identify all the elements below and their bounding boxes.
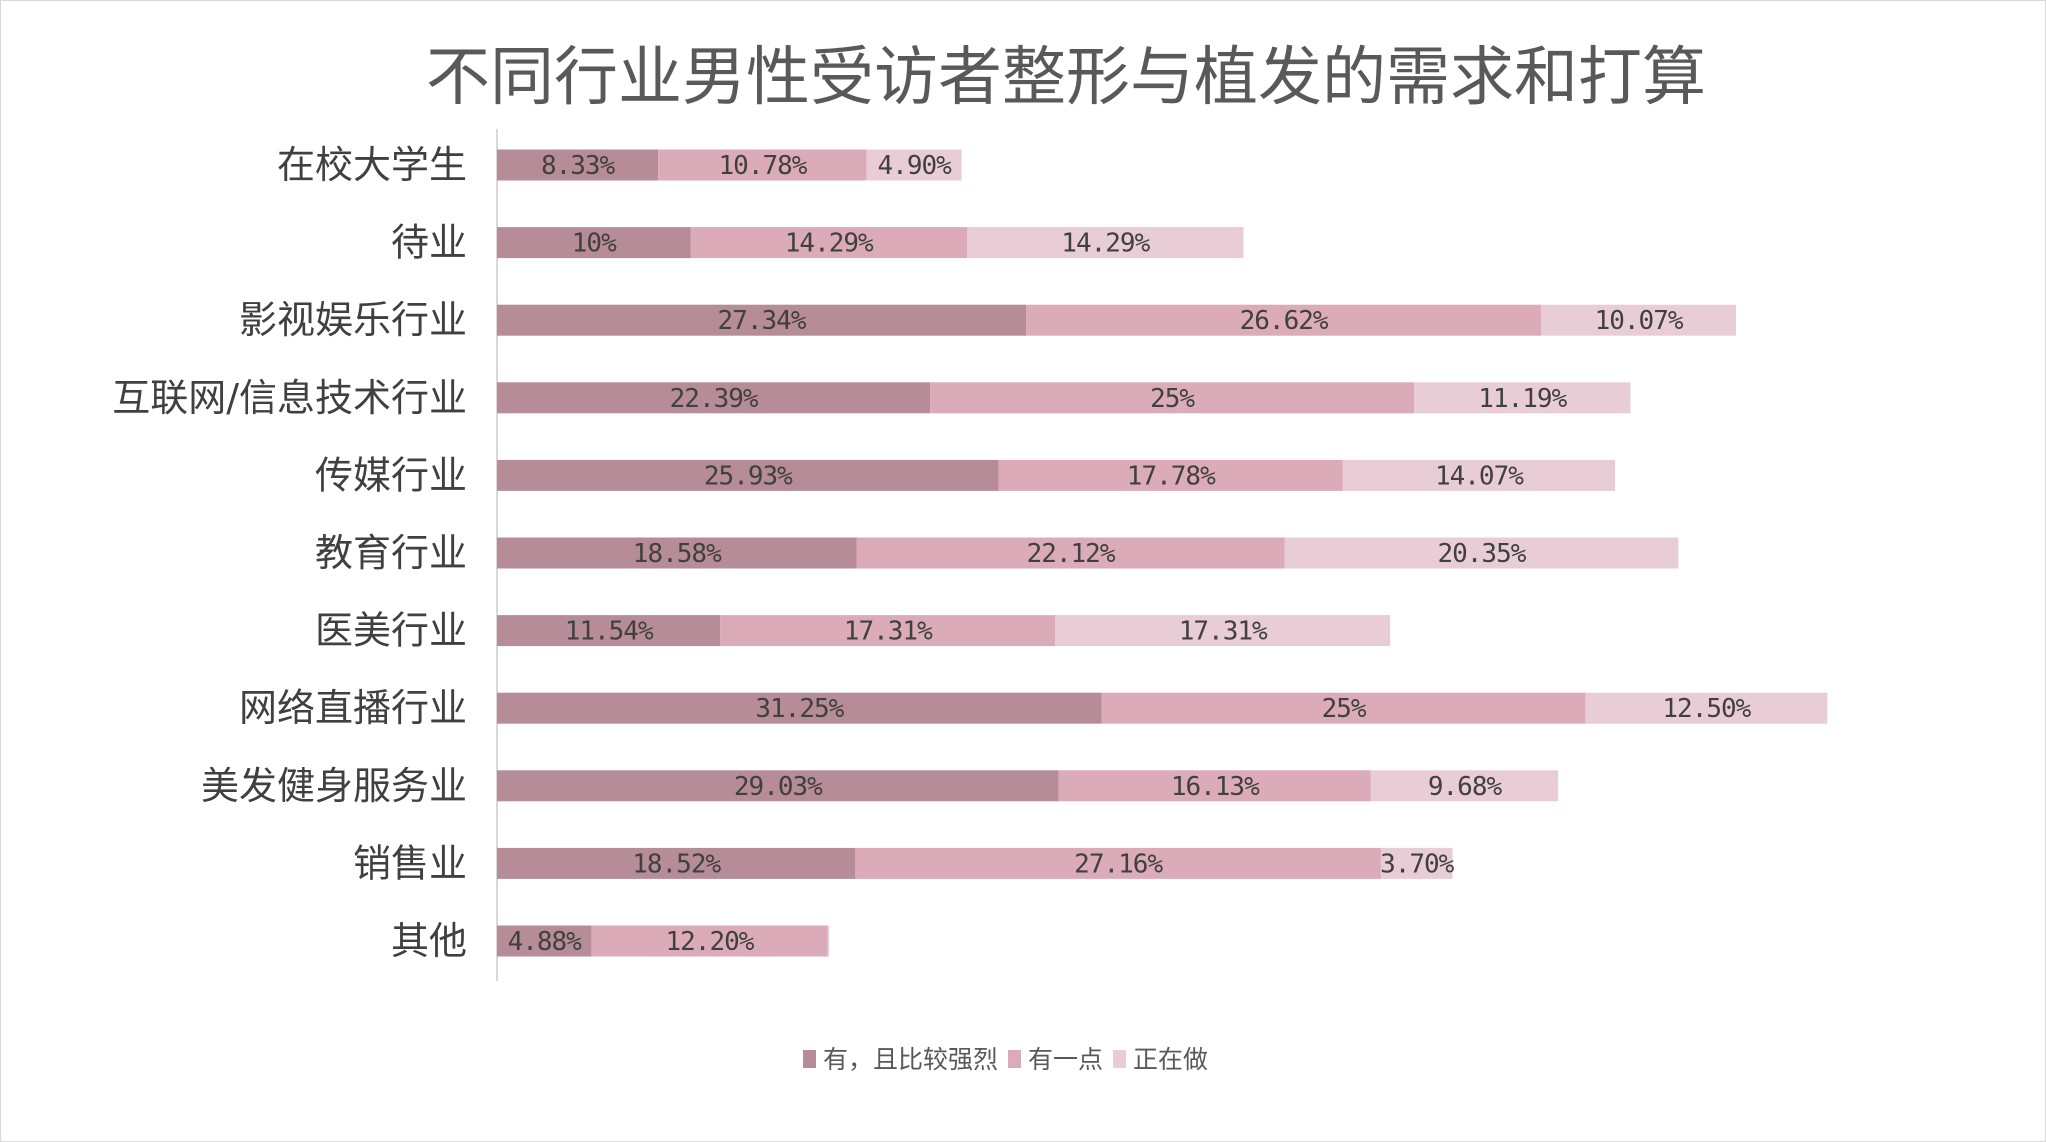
data-label: 4.90%: [878, 151, 953, 181]
bar-segment: [497, 149, 659, 181]
data-label: 3.70%: [1380, 849, 1455, 879]
data-label: 10%: [572, 229, 617, 259]
bar-segment: [1284, 537, 1679, 569]
data-label: 25%: [1322, 694, 1367, 724]
data-label: 11.19%: [1478, 384, 1567, 414]
bar-segment: [497, 925, 592, 957]
category-label: 其他: [391, 919, 467, 963]
data-label: 10.78%: [719, 151, 808, 181]
bar-segment: [658, 149, 867, 181]
bar-segment: [497, 459, 999, 491]
data-label: 9.68%: [1428, 772, 1503, 802]
bar-segment: [497, 615, 721, 647]
category-label: 医美行业: [315, 609, 467, 653]
bar-segment: [1585, 692, 1828, 724]
bar-segment: [930, 382, 1414, 414]
data-label: 27.16%: [1074, 849, 1163, 879]
data-label: 17.78%: [1127, 461, 1216, 491]
bar-segment: [1413, 382, 1631, 414]
bar-segment: [591, 925, 828, 957]
bar-segment: [855, 847, 1381, 879]
bar-segment: [497, 304, 1027, 336]
data-label: 14.29%: [785, 229, 874, 259]
bar-segment: [497, 770, 1059, 802]
data-label: 17.31%: [844, 617, 933, 647]
data-label: 20.35%: [1437, 539, 1526, 569]
data-label: 16.13%: [1171, 772, 1260, 802]
category-label: 网络直播行业: [239, 686, 467, 730]
category-label: 传媒行业: [315, 453, 467, 497]
data-label: 17.31%: [1179, 617, 1268, 647]
data-label: 10.07%: [1595, 306, 1684, 336]
data-label: 12.50%: [1662, 694, 1751, 724]
bar-segment: [866, 149, 962, 181]
data-label: 31.25%: [755, 694, 844, 724]
bar-segment: [827, 925, 829, 957]
data-label: 18.58%: [633, 539, 722, 569]
bar-segment: [1541, 304, 1736, 336]
bar-segment: [690, 227, 968, 259]
bar-segment: [497, 537, 857, 569]
data-label: 8.33%: [541, 151, 616, 181]
category-label: 待业: [391, 221, 467, 265]
category-label: 影视娱乐行业: [239, 298, 467, 342]
legend-label: 正在做: [1133, 1045, 1208, 1074]
data-label: 25.93%: [704, 461, 793, 491]
bar-segment: [998, 459, 1343, 491]
bar-segment: [1380, 847, 1453, 879]
bar-segment: [1055, 615, 1391, 647]
bar-segment: [497, 382, 931, 414]
data-label: 25%: [1150, 384, 1195, 414]
data-label: 27.34%: [718, 306, 807, 336]
bar-segment: [1342, 459, 1616, 491]
bar-segment: [1370, 770, 1559, 802]
data-label: 11.54%: [565, 617, 654, 647]
data-label: 4.88%: [508, 927, 583, 957]
category-label: 在校大学生: [277, 143, 467, 187]
chart-title: 不同行业男性受访者整形与植发的需求和打算: [426, 41, 1706, 115]
bar-segment: [1058, 770, 1371, 802]
bar-segment: [1101, 692, 1586, 724]
legend-label: 有，且比较强烈: [823, 1045, 998, 1074]
data-label: 29.03%: [734, 772, 823, 802]
legend-swatch: [1113, 1050, 1127, 1068]
category-label: 美发健身服务业: [201, 764, 467, 808]
bar-segment: [720, 615, 1056, 647]
bar-segment: [1026, 304, 1542, 336]
bar-segment: [967, 227, 1244, 259]
category-label: 销售业: [353, 841, 467, 885]
data-label: 14.07%: [1435, 461, 1524, 491]
bar-segment: [497, 692, 1102, 724]
data-label: 14.29%: [1061, 229, 1150, 259]
data-label: 22.12%: [1027, 539, 1116, 569]
data-label: 26.62%: [1240, 306, 1329, 336]
bar-segment: [497, 847, 856, 879]
category-label: 互联网/信息技术行业: [112, 376, 467, 420]
legend-swatch: [1008, 1050, 1022, 1068]
category-label: 教育行业: [315, 531, 467, 575]
legend-label: 有一点: [1028, 1045, 1103, 1074]
legend-swatch: [803, 1050, 816, 1068]
bar-segment: [856, 537, 1285, 569]
data-label: 18.52%: [632, 849, 721, 879]
data-label: 22.39%: [670, 384, 759, 414]
data-label: 12.20%: [666, 927, 755, 957]
bar-segment: [497, 227, 691, 259]
